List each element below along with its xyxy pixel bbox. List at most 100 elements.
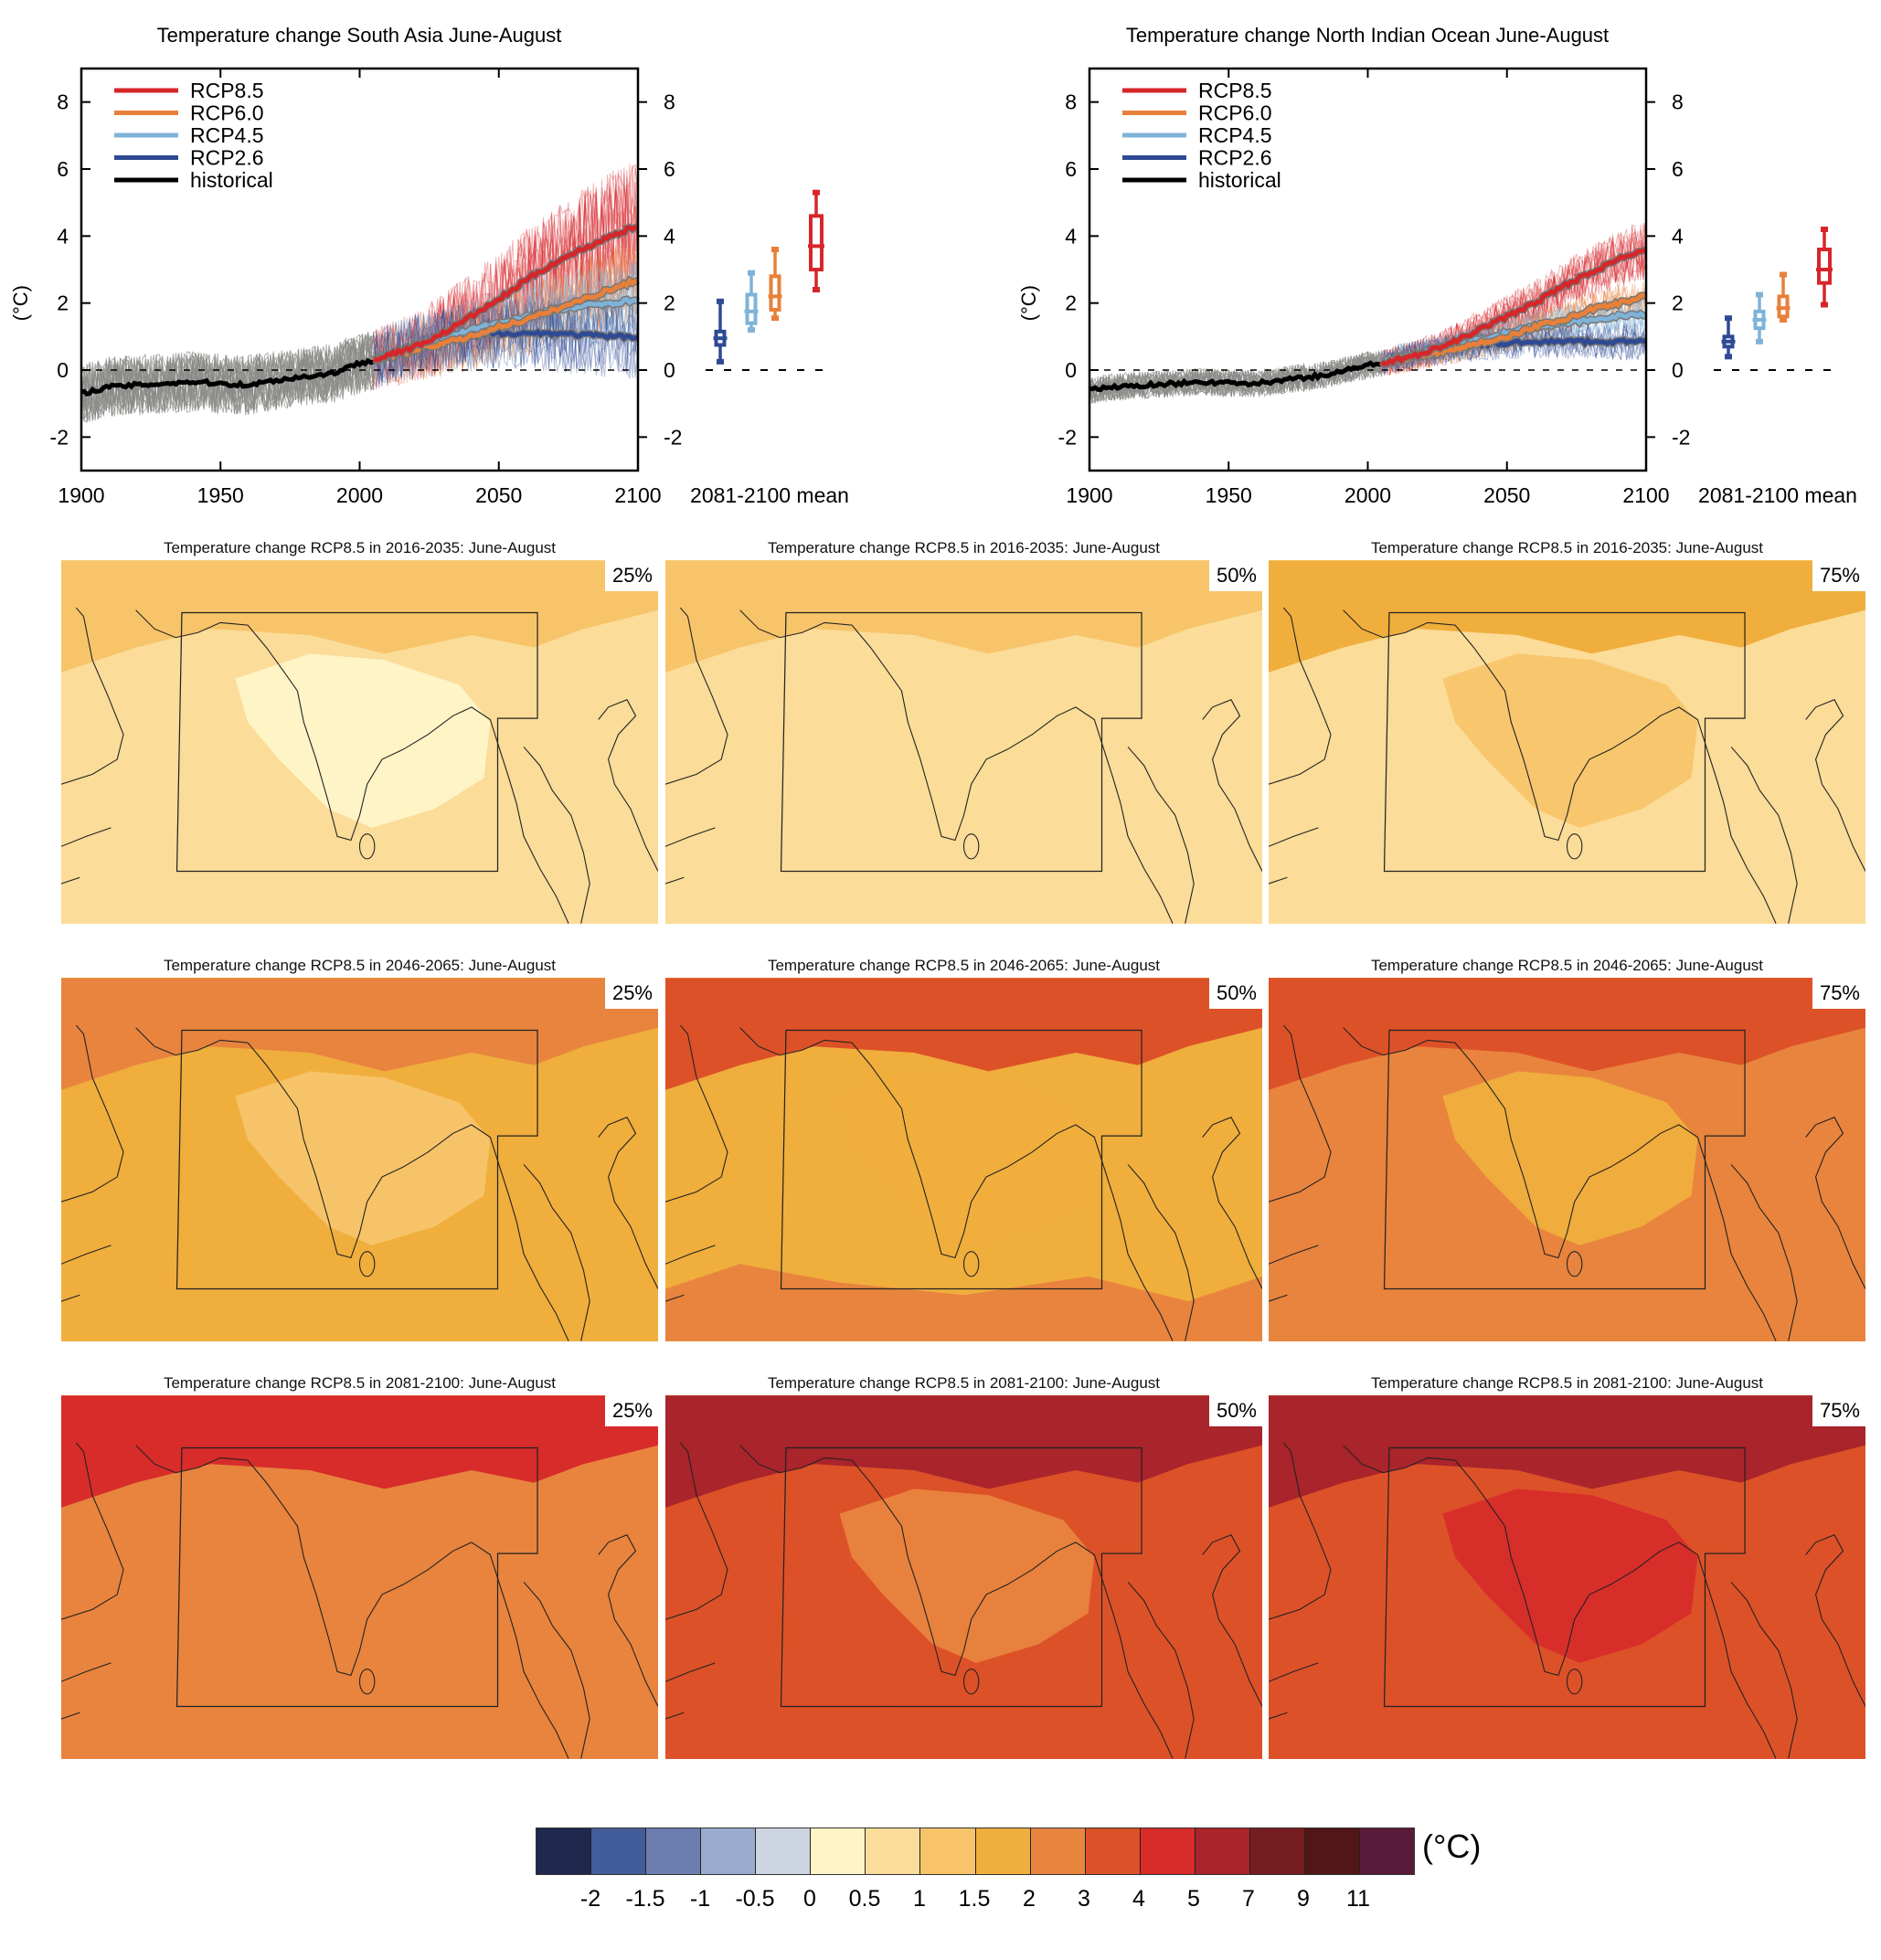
coastline [598,699,658,872]
colorbar-cell [975,1828,1031,1874]
south-asia-timeseries-panel: Temperature change South Asia June-Augus… [0,0,914,530]
boxplot-cap [1725,315,1732,322]
colorbar-tick-label: -2 [579,1886,601,1912]
y-axis-label: (°C) [1017,285,1040,321]
y-tick-label-right: 8 [1672,90,1684,114]
ocean-temperature-region [61,1264,658,1341]
x-tick-label: 2100 [614,483,661,507]
coastline [739,609,1174,924]
region-boundary [175,1446,538,1708]
boxplot-cap [1756,338,1763,344]
rcp45-ensemble-member [373,265,638,382]
series-historical [80,357,375,397]
rcp45-ensemble-member [373,264,638,383]
ocean-temperature-region [1269,846,1865,924]
rcp45-ensemble-member [373,265,638,385]
coastline [1127,1164,1195,1341]
series-rcp85 [1380,248,1647,367]
legend-label: historical [190,168,273,192]
rcp45-ensemble-member [373,257,638,383]
legend-label: RCP6.0 [1198,101,1272,125]
temperature-change-map: 75% [1269,1395,1865,1759]
map-title: Temperature change RCP8.5 in 2046-2065: … [163,957,557,974]
y-axis-label: (°C) [9,285,32,321]
legend-label: RCP4.5 [1198,123,1272,147]
sri-lanka-coastline [358,1669,376,1695]
region-boundary [1383,1029,1746,1290]
temperature-change-map: 25% [61,1395,658,1759]
region-boundary [175,1029,538,1290]
coastline [61,876,80,885]
boxplot-cap [1821,227,1828,232]
colorbar-unit: (°C) [1422,1828,1482,1865]
coastline [1269,607,1332,785]
percentile-label: 25% [604,978,658,1009]
coastline [739,1027,1174,1341]
temperature-change-map: 25% [61,560,658,924]
colorbar-tick-label: 7 [1242,1886,1255,1912]
coastline [665,607,728,785]
boxplot-rcp85 [1816,227,1833,308]
y-tick-label-right: -2 [1672,425,1690,449]
coastline [1805,699,1865,872]
colorbar-tick-label: 3 [1078,1886,1090,1912]
map-svg [61,560,658,924]
map-title: Temperature change RCP8.5 in 2081-2100: … [1370,1374,1764,1392]
temperature-change-map: 50% [665,978,1262,1341]
coastline [61,607,124,785]
percentile-label: 50% [1208,978,1262,1009]
coastline [1127,747,1195,924]
colorbar-cell [811,1828,866,1874]
coastline [1343,1027,1777,1341]
boxplot-axis-label: 2081-2100 mean [690,483,849,507]
y-tick-label-right: 4 [664,224,675,248]
boxplot-cap [748,327,755,333]
coastline [135,609,569,924]
coastline [1202,1534,1262,1707]
y-tick-label: 8 [1065,90,1077,114]
temperature-change-map: 50% [665,1395,1262,1759]
y-tick-label: 0 [57,358,69,382]
coastline [665,1442,728,1620]
y-tick-label: 6 [1065,157,1077,181]
boxplot-cap [717,358,724,365]
sri-lanka-coastline [358,833,376,860]
y-tick-label: 4 [1065,224,1077,248]
coastline [1269,1442,1332,1620]
north-temperature-region [665,978,1262,1090]
chart-title: Temperature change South Asia June-Augus… [157,24,562,47]
y-tick-label-right: 6 [1672,157,1684,181]
colorbar-cell [1195,1828,1250,1874]
coastline [1202,699,1262,872]
boxplot-cap [771,315,779,322]
north-temperature-region [665,1395,1262,1508]
rcp26-ensemble-member [1381,321,1646,369]
rcp85-ensemble-member [373,164,638,382]
y-tick-label: 6 [57,157,69,181]
x-tick-label: 1900 [1066,483,1112,507]
colorbar-cell [1140,1828,1196,1874]
x-tick-label: 2000 [1344,483,1391,507]
north-temperature-region [1269,978,1865,1090]
coastline [1343,609,1777,924]
coastline [598,1117,658,1289]
percentile-label: 50% [1208,560,1262,591]
temperature-change-map: 75% [1269,978,1865,1341]
coastline [1269,1024,1332,1202]
map-title: Temperature change RCP8.5 in 2016-2035: … [163,539,557,556]
coastline [61,827,112,847]
legend-label: RCP2.6 [1198,146,1272,170]
percentile-label: 25% [604,1395,658,1426]
colorbar-tick-label: 0 [803,1886,816,1912]
boxplot-cap [1780,271,1787,278]
ocean-temperature-region [61,1681,658,1759]
y-tick-label-right: 2 [664,291,675,315]
boxplot-cap [1821,302,1828,308]
region-boundary [1383,1446,1746,1708]
map-svg [61,1395,658,1759]
colorbar-cell [537,1828,592,1874]
coastline [739,1445,1174,1759]
coastline [1269,1662,1319,1682]
north-temperature-region [665,560,1262,673]
coastline [665,1024,728,1202]
